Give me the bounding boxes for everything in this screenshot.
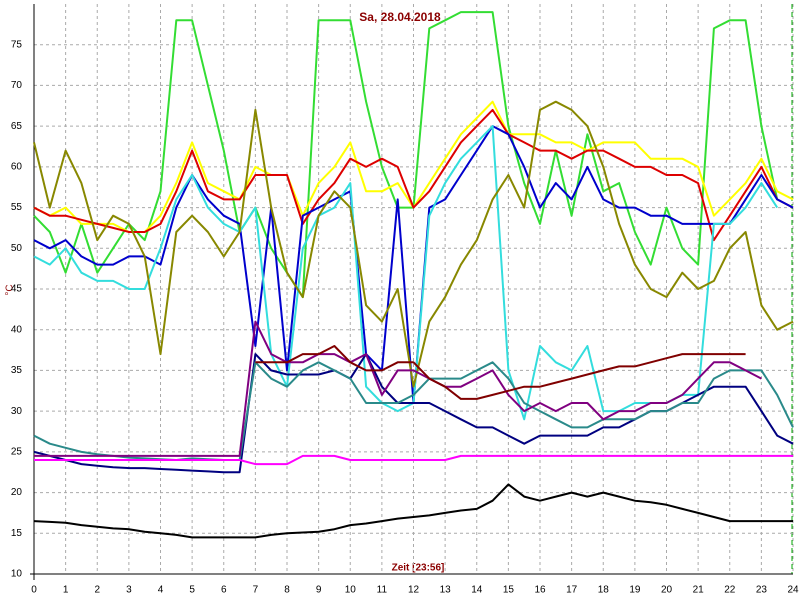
chart-title: Sa, 28.04.2018	[359, 10, 441, 24]
series-line	[33, 100, 794, 388]
x-tick-label: 7	[253, 585, 259, 596]
x-tick-label: 9	[316, 585, 322, 596]
y-tick-label: 70	[11, 80, 23, 91]
x-tick-label: 16	[534, 585, 546, 596]
y-tick-label: 30	[11, 406, 23, 417]
y-axis-label: °C	[5, 284, 16, 295]
y-tick-label: 45	[11, 284, 23, 295]
x-tick-label: 12	[408, 585, 420, 596]
x-tick-label: 17	[566, 585, 578, 596]
x-tick-label: 8	[284, 585, 290, 596]
y-tick-label: 55	[11, 202, 23, 213]
x-tick-label: 0	[31, 585, 37, 596]
x-axis-label: Zeit [23:56]	[392, 563, 445, 574]
y-tick-label: 75	[11, 39, 23, 50]
x-tick-label: 14	[471, 585, 483, 596]
y-tick-label: 60	[11, 161, 23, 172]
series-line	[33, 108, 794, 242]
x-tick-label: 20	[661, 585, 673, 596]
y-tick-label: 20	[11, 487, 23, 498]
x-tick-label: 3	[126, 585, 132, 596]
x-tick-label: 1	[63, 585, 69, 596]
x-tick-label: 23	[756, 585, 768, 596]
x-tick-label: 22	[724, 585, 736, 596]
x-tick-label: 5	[189, 585, 195, 596]
y-tick-label: 50	[11, 243, 23, 254]
series-line	[33, 11, 779, 299]
x-tick-label: 4	[158, 585, 164, 596]
x-tick-label: 24	[787, 585, 799, 596]
series-line	[34, 454, 793, 466]
x-tick-label: 19	[629, 585, 641, 596]
x-tick-label: 21	[693, 585, 705, 596]
series-line	[34, 320, 762, 457]
x-tick-label: 18	[598, 585, 610, 596]
x-tick-label: 6	[221, 585, 227, 596]
y-tick-label: 25	[11, 446, 23, 457]
series-line	[33, 483, 793, 539]
y-tick-label: 65	[11, 121, 23, 132]
x-tick-label: 13	[440, 585, 452, 596]
y-tick-label: 10	[11, 569, 23, 580]
series-line	[255, 345, 746, 400]
x-tick-label: 11	[377, 585, 388, 596]
x-tick-label: 2	[94, 585, 100, 596]
x-tick-label: 10	[345, 585, 357, 596]
y-tick-label: 35	[11, 365, 23, 376]
y-tick-label: 40	[11, 324, 23, 335]
x-tick-label: 15	[503, 585, 515, 596]
y-tick-label: 15	[11, 528, 23, 539]
